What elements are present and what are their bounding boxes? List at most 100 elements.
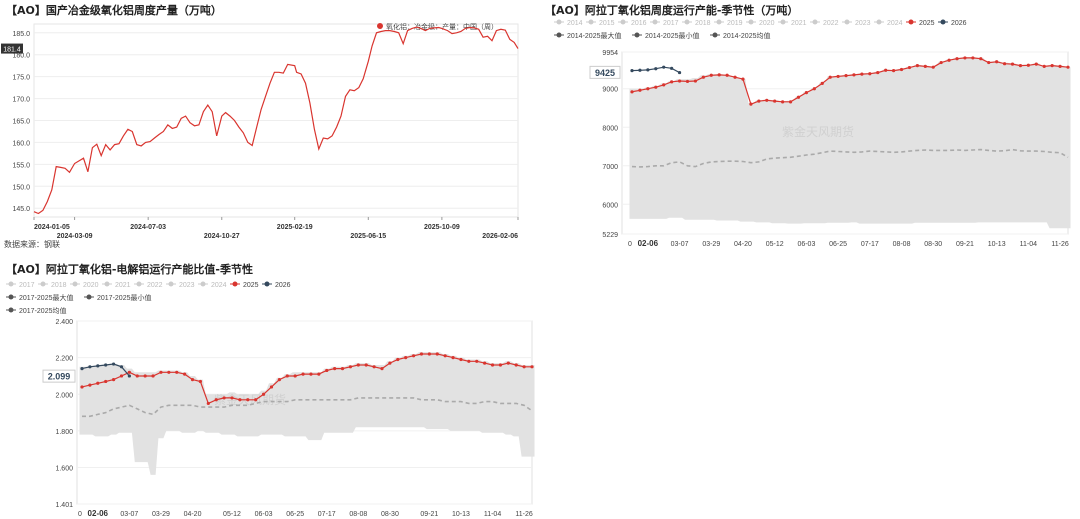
x-tick-label: 11-26 <box>515 511 532 518</box>
series-2025-point <box>709 73 713 77</box>
series-2026-point <box>127 374 131 378</box>
series-2025-point <box>899 67 904 72</box>
x-tick-label: 08-30 <box>924 241 942 248</box>
legend-label: 2024 <box>211 282 227 289</box>
legend-label: 氧化铝：冶金级：产量：中国（周） <box>386 22 498 31</box>
y-tick-label: 1.800 <box>55 429 73 436</box>
series-2025-point <box>490 363 495 367</box>
series-2025-point <box>530 365 534 369</box>
series-line <box>33 26 519 215</box>
legend-marker <box>748 19 754 25</box>
series-2025-point <box>939 60 943 65</box>
legend-marker <box>86 294 92 300</box>
series-2025-point <box>915 64 919 68</box>
series-2025-point <box>522 365 526 369</box>
chart-panel-1: 【AO】国产冶金级氧化铝周度产量（万吨） 145.0 150.0 155.0 160.… <box>0 0 540 260</box>
series-2025-point <box>459 357 463 362</box>
x-tick-label: 11-04 <box>484 511 501 518</box>
x-tick-label: 2025-10-09 <box>424 224 460 231</box>
series-2026-point <box>104 363 108 367</box>
y-tick-label: 150.0 <box>12 184 30 191</box>
series-2025-point <box>907 65 912 70</box>
series-2025-point <box>781 100 785 104</box>
series-2025-point <box>630 90 634 94</box>
series-2025-point <box>238 398 242 402</box>
series-2025-point <box>254 398 258 402</box>
series-2025-point <box>506 361 510 365</box>
x-tick-label: 09-21 <box>956 241 974 248</box>
series-2025-point <box>757 99 761 103</box>
series-2025-point <box>923 64 927 69</box>
series-2025-point <box>317 372 321 376</box>
x-tick-label: 10-13 <box>452 511 470 518</box>
legend-label: 2025 <box>243 282 259 289</box>
legend-marker <box>780 19 786 25</box>
series-2025-point <box>333 367 337 371</box>
series-2025-point <box>451 356 455 360</box>
series-2025-point <box>1050 64 1054 68</box>
legend-marker <box>712 32 718 38</box>
x-tick-label: 2024-07-03 <box>130 224 166 231</box>
chart-2-svg: 2014 2015 2016 2017 2018 2019 2020 2021 2022 2023… <box>554 19 1071 248</box>
series-2026-point <box>630 69 634 73</box>
series-2025-point <box>693 79 698 83</box>
watermark: 紫金天风期货 <box>782 124 854 139</box>
legend-marker <box>8 307 14 313</box>
series-2025-point <box>685 79 690 84</box>
legend-label: 2018 <box>51 282 67 289</box>
last-value-badge <box>589 65 621 79</box>
chart-panel-3: 【AO】阿拉丁氧化铝-电解铝运行产能比值-季节性 2017 2018 2020 202… <box>0 258 540 519</box>
series-2025-point <box>285 374 289 378</box>
legend-marker <box>588 19 594 25</box>
series-2025-point <box>467 359 471 363</box>
x-tick-label: 03-29 <box>152 511 170 518</box>
series-2025-point <box>1026 63 1030 67</box>
y-tick-label: 160.0 <box>12 140 30 147</box>
series-2025-point <box>119 374 124 378</box>
series-2025-point <box>860 72 864 76</box>
legend-marker <box>40 281 46 287</box>
x-tick-label: 08-08 <box>893 241 911 248</box>
chart-3-svg: 2017 2018 2020 2021 2022 2023 2024 2025 2026 2017… <box>6 281 535 518</box>
series-2025-point <box>198 379 203 384</box>
series-2025-point <box>820 81 824 85</box>
x-tick-label: 07-17 <box>861 241 879 248</box>
y-tick-label: 6000 <box>602 202 618 209</box>
series-2025-point <box>340 367 345 371</box>
legend-marker <box>232 281 238 287</box>
x-tick-label: 03-29 <box>702 241 720 248</box>
legend-label: 2019 <box>727 20 743 27</box>
series-2025-point <box>828 75 832 79</box>
series-2026-point <box>119 365 124 369</box>
x-tick-label: 08-30 <box>381 511 399 518</box>
y-tick-label: 8000 <box>602 125 618 132</box>
x-tick-label: 04-20 <box>184 511 202 518</box>
legend-marker <box>200 281 206 287</box>
x-tick-label: 0 <box>78 511 82 518</box>
series-2025-point <box>868 72 872 76</box>
series-2025-point <box>167 370 171 374</box>
legend-marker <box>8 281 14 287</box>
series-2025-point <box>638 88 642 92</box>
y-tick-label: 165.0 <box>12 119 30 126</box>
series-2026-point <box>111 362 116 366</box>
series-2025-point <box>380 367 384 371</box>
series-2025-point <box>396 357 400 362</box>
x-tick-label: 06-03 <box>255 511 273 518</box>
series-2025-point <box>127 370 131 374</box>
series-2025-point <box>844 74 848 78</box>
series-2025-point <box>1066 65 1070 69</box>
series-2025-point <box>804 90 808 95</box>
series-2025-point <box>277 378 281 382</box>
series-2025-point <box>892 69 896 73</box>
legend-label: 2020 <box>83 282 99 289</box>
legend-label: 2025 <box>919 20 935 27</box>
series-2026-point <box>96 364 100 368</box>
x-tick-label: 03-07 <box>120 511 138 518</box>
chart-panel-2: 【AO】阿拉丁氧化铝周度运行产能-季节性（万吨） 2014 2015 2016 201… <box>540 0 1080 255</box>
series-2025-point <box>514 363 518 367</box>
series-2025-point <box>364 363 368 367</box>
x-tick-label: 2024-10-27 <box>204 233 240 240</box>
series-2025-point <box>143 374 147 378</box>
series-2025-point <box>1002 62 1007 66</box>
